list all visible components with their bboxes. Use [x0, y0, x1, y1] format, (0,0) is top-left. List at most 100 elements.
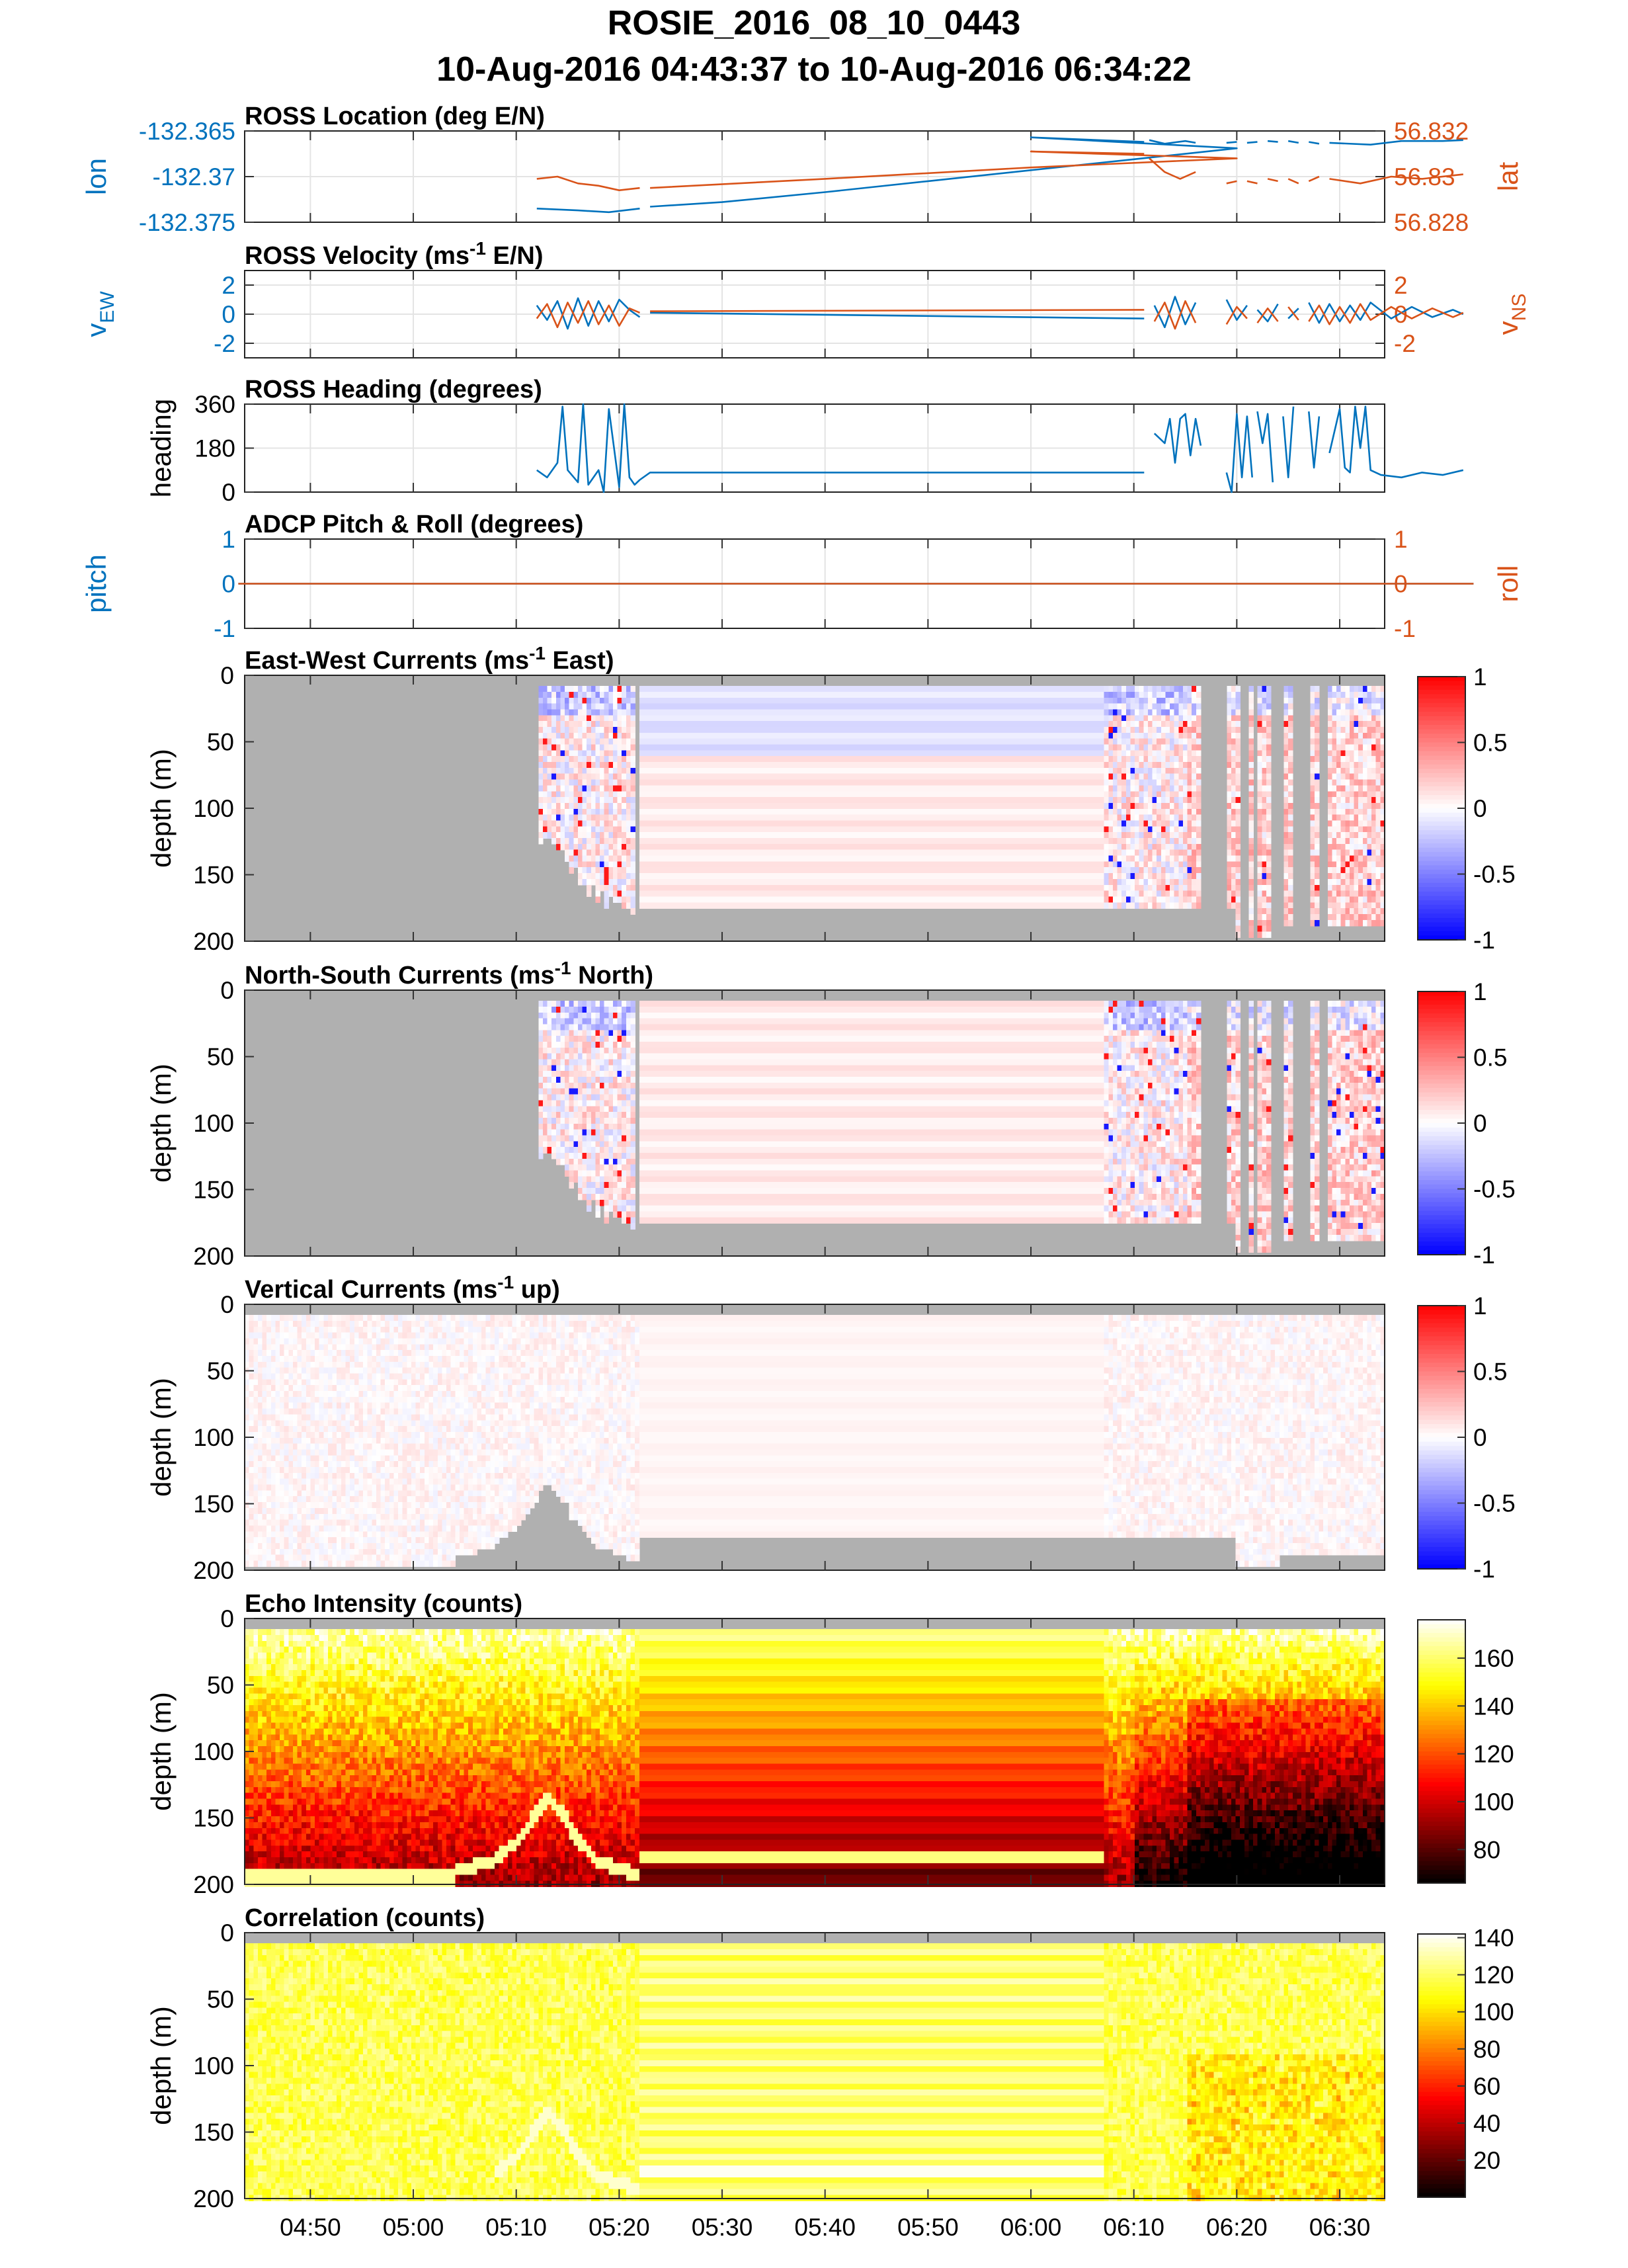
heatmap-cell	[805, 756, 811, 763]
heatmap-cell	[700, 838, 706, 845]
heatmap-cell	[780, 867, 785, 874]
heatmap-cell	[1060, 773, 1065, 780]
heatmap-cell	[705, 791, 710, 798]
heatmap-cell	[885, 744, 890, 751]
heatmap-cell	[963, 814, 969, 821]
heatmap-cell	[757, 873, 763, 880]
heatmap-cell	[827, 727, 833, 734]
heatmap-cell	[933, 744, 938, 751]
heatmap-cell	[683, 709, 688, 716]
heatmap-cell	[692, 878, 697, 886]
heatmap-cell	[674, 820, 680, 827]
heatmap-cell	[718, 832, 723, 839]
heatmap-cell	[1047, 838, 1052, 845]
heatmap-cell	[670, 797, 675, 804]
heatmap-cell	[1016, 721, 1022, 728]
heatmap-cell	[1003, 855, 1008, 862]
heatmap-cell	[854, 779, 860, 786]
heatmap-cell	[1038, 750, 1043, 757]
heatmap-cell	[749, 890, 754, 898]
heatmap-cell	[1051, 721, 1057, 728]
heatmap-cell	[692, 849, 697, 857]
heatmap-cell	[1016, 750, 1022, 757]
heatmap-cell	[749, 767, 754, 775]
heatmap-cell	[1095, 709, 1100, 716]
heatmap-cell	[661, 791, 667, 798]
heatmap-cell	[801, 721, 807, 728]
heatmap-cell	[819, 849, 824, 857]
heatmap-cell	[1016, 703, 1022, 710]
heatmap-cell	[845, 832, 850, 839]
heatmap-cell	[815, 709, 820, 716]
heatmap-cell	[1065, 814, 1070, 821]
heatmap-cell	[937, 803, 943, 810]
heatmap-cell	[998, 855, 1004, 862]
heatmap-cell	[942, 697, 947, 704]
heatmap-cell	[1034, 855, 1039, 862]
heatmap-cell	[613, 867, 618, 874]
heatmap-cell	[665, 855, 671, 862]
heatmap-cell	[678, 767, 684, 775]
heatmap-cell	[1003, 814, 1008, 821]
heatmap-cell	[622, 762, 627, 769]
heatmap-cell	[670, 686, 675, 693]
heatmap-cell	[792, 697, 798, 704]
heatmap-cell	[959, 855, 965, 862]
heatmap-cell	[959, 791, 965, 798]
heatmap-cell	[538, 732, 544, 739]
heatmap-cell	[696, 750, 702, 757]
heatmap-cell	[1073, 762, 1079, 769]
heatmap-cell	[889, 820, 895, 827]
heatmap-cell	[770, 715, 776, 722]
heatmap-cell	[959, 697, 965, 704]
heatmap-cell	[875, 703, 881, 710]
heatmap-cell	[784, 878, 789, 886]
heatmap-cell	[590, 779, 596, 786]
heatmap-cell	[915, 791, 920, 798]
heatmap-cell	[1065, 878, 1070, 886]
heatmap-cell	[1016, 715, 1022, 722]
heatmap-cell	[1082, 703, 1087, 710]
heatmap-cell	[858, 896, 864, 903]
heatmap-cell	[875, 721, 881, 728]
heatmap-cell	[657, 826, 662, 833]
heatmap-cell	[1095, 808, 1100, 816]
heatmap-cell	[928, 750, 934, 757]
heatmap-cell	[622, 843, 627, 851]
heatmap-cell	[560, 797, 565, 804]
heatmap-cell	[700, 884, 706, 892]
heatmap-cell	[994, 873, 1000, 880]
heatmap-cell	[604, 896, 610, 903]
heatmap-cell	[840, 855, 846, 862]
heatmap-cell	[573, 838, 579, 845]
heatmap-cell	[959, 878, 965, 886]
heatmap-cell	[1025, 902, 1030, 909]
heatmap-cell	[832, 826, 837, 833]
heatmap-cell	[942, 884, 947, 892]
heatmap-cell	[972, 814, 978, 821]
heatmap-cell	[569, 697, 575, 704]
heatmap-cell	[678, 803, 684, 810]
heatmap-cell	[740, 838, 745, 845]
heatmap-cell	[700, 767, 706, 775]
heatmap-cell	[1007, 832, 1013, 839]
heatmap-cell	[582, 767, 587, 775]
heatmap-cell	[911, 744, 916, 751]
heatmap-cell	[1065, 849, 1070, 857]
heatmap-cell	[555, 779, 561, 786]
heatmap-cell	[753, 861, 758, 868]
heatmap-cell	[692, 820, 697, 827]
heatmap-cell	[696, 896, 702, 903]
heatmap-cell	[981, 797, 987, 804]
heatmap-cell	[722, 838, 728, 845]
heatmap-cell	[757, 861, 763, 868]
heatmap-cell	[1025, 867, 1030, 874]
heatmap-cell	[753, 843, 758, 851]
heatmap-cell	[683, 867, 688, 874]
heatmap-cell	[731, 808, 737, 816]
heatmap-cell	[850, 855, 855, 862]
heatmap-cell	[661, 838, 667, 845]
heatmap-cell	[875, 808, 881, 816]
heatmap-cell	[577, 732, 583, 739]
heatmap-cell	[1065, 767, 1070, 775]
